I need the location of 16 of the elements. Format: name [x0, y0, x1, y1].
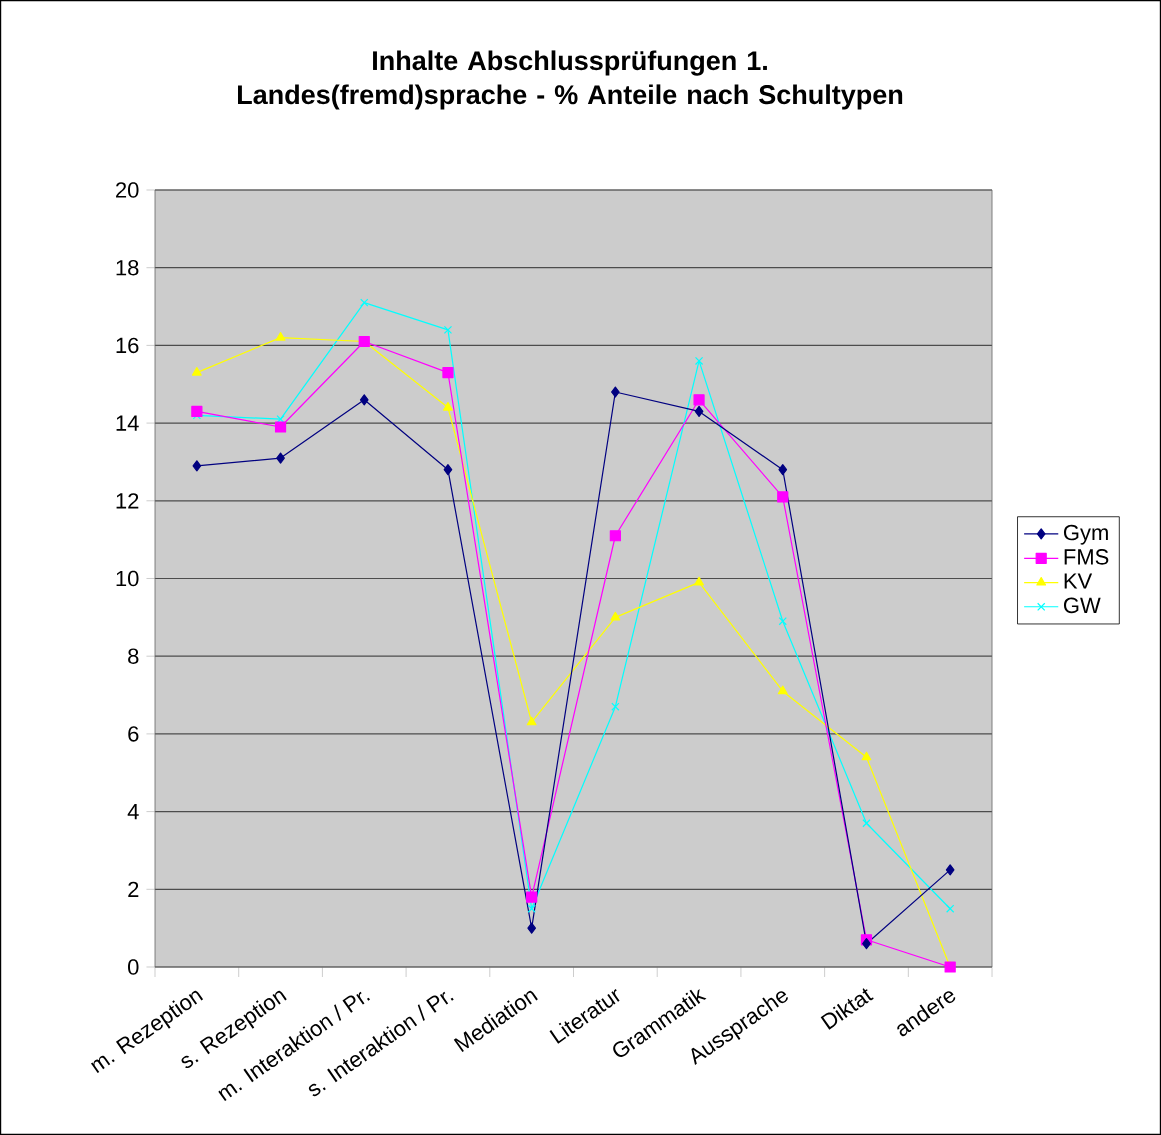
- y-tick-label: 0: [128, 959, 139, 975]
- y-tick-label: 18: [116, 259, 139, 276]
- legend-label: Gym: [1063, 524, 1108, 545]
- legend-label: GW: [1063, 597, 1101, 614]
- y-tick-label: 16: [116, 337, 139, 354]
- chart-title: Inhalte Abschlussprüfungen 1. Landes(fremd)sprache - % Anteile nach Schultypen: [238, 50, 903, 110]
- legend-label: KV: [1064, 573, 1093, 589]
- y-tick-label: 10: [116, 570, 139, 587]
- y-tick-label: 14: [116, 415, 139, 431]
- y-tick-label: 4: [127, 804, 139, 820]
- y-tick-label: 2: [128, 881, 139, 897]
- y-tick-label: 8: [128, 648, 139, 664]
- legend-label: FMS: [1064, 549, 1109, 565]
- y-tick-label: 6: [128, 726, 139, 742]
- y-tick-label: 12: [116, 493, 139, 509]
- y-tick-label: 20: [116, 182, 139, 198]
